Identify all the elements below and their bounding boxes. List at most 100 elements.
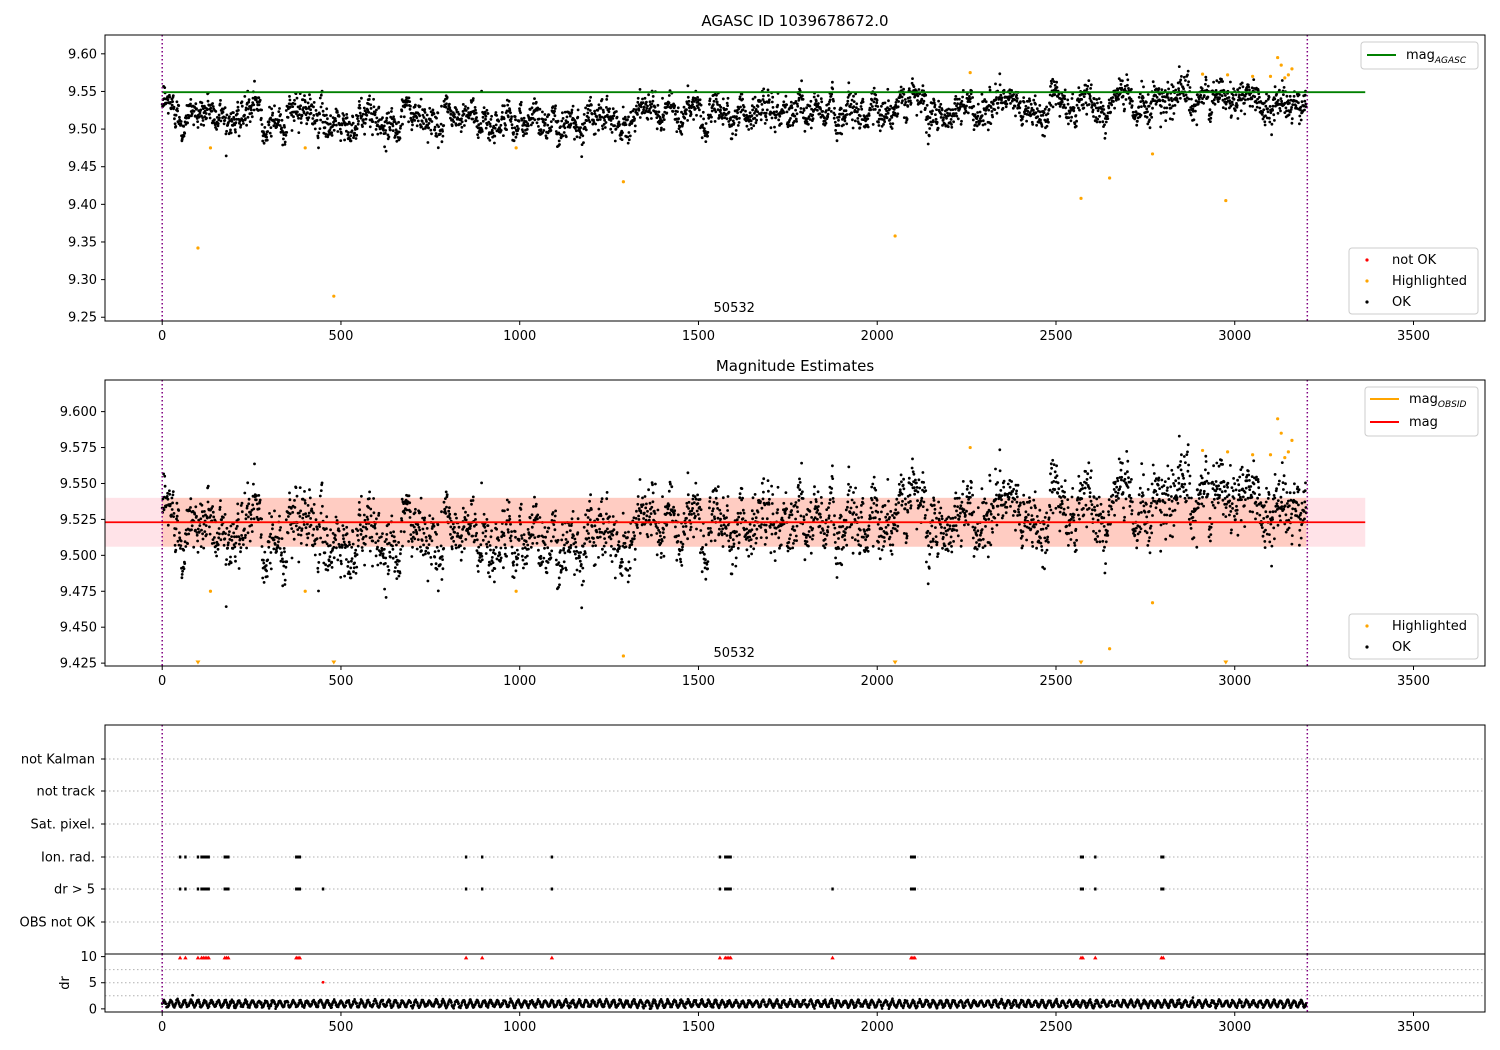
ok-point — [873, 108, 877, 111]
ok-point — [493, 567, 497, 570]
ok-point — [211, 510, 215, 514]
ok-point — [761, 517, 765, 520]
ok-point — [561, 117, 565, 120]
ok-point — [319, 536, 322, 540]
ok-point — [391, 129, 395, 133]
ok-point — [691, 507, 694, 510]
ok-point — [434, 562, 438, 566]
ok-point — [760, 111, 763, 115]
ok-point — [548, 553, 552, 557]
ok-point — [582, 141, 585, 145]
ok-point — [814, 99, 818, 103]
ok-point — [228, 115, 231, 118]
ok-point — [316, 527, 319, 531]
ok-point — [676, 513, 680, 517]
ok-point — [1095, 98, 1099, 101]
ok-point — [488, 122, 492, 126]
ok-point — [556, 119, 560, 123]
ok-point — [759, 526, 763, 529]
ok-point — [247, 497, 251, 501]
ok-point — [471, 534, 474, 538]
ok-point — [220, 518, 224, 522]
highlighted-point — [514, 146, 518, 150]
ok-point — [635, 104, 638, 108]
ok-point — [514, 535, 517, 539]
ok-point — [319, 105, 323, 109]
ok-point — [613, 547, 616, 551]
ok-point — [277, 537, 281, 540]
ok-point — [1288, 101, 1291, 105]
ok-point — [317, 131, 321, 135]
ok-point — [899, 85, 903, 89]
ok-point — [329, 114, 332, 118]
ok-point — [307, 532, 311, 535]
ok-point — [859, 122, 862, 126]
p1-ytick-label: 9.30 — [68, 273, 97, 288]
ok-point — [223, 119, 227, 122]
ok-point — [902, 87, 905, 91]
ok-point — [715, 93, 718, 97]
ok-point — [1184, 93, 1188, 97]
ok-point — [651, 483, 654, 487]
ok-point — [1027, 106, 1030, 110]
ok-point — [356, 534, 359, 537]
ok-point — [683, 533, 687, 536]
ok-point — [201, 532, 205, 536]
p1-xtick-label: 1000 — [503, 329, 536, 344]
ok-point — [909, 101, 913, 105]
ok-point — [704, 577, 708, 581]
ok-point — [1098, 120, 1102, 124]
ok-point — [826, 112, 830, 116]
ok-point — [685, 516, 688, 520]
ok-point — [384, 596, 388, 599]
ok-point — [770, 100, 774, 104]
ok-point — [1273, 85, 1277, 89]
ok-point — [730, 572, 734, 576]
ok-point — [937, 99, 940, 103]
ok-point — [1072, 109, 1076, 113]
ok-point — [883, 120, 886, 124]
ok-point — [1074, 114, 1078, 117]
ok-point — [565, 115, 569, 119]
ok-point — [816, 108, 819, 112]
ok-point — [888, 122, 892, 125]
ok-point — [244, 517, 248, 521]
ok-point — [392, 530, 395, 534]
ok-point — [441, 567, 445, 571]
ok-point — [1158, 92, 1161, 96]
ok-point — [760, 506, 764, 510]
ok-point — [785, 103, 788, 107]
ok-point — [326, 135, 330, 139]
ok-point — [1282, 86, 1286, 89]
ok-point — [288, 498, 292, 502]
ok-point — [1270, 133, 1273, 137]
ok-point — [262, 561, 266, 565]
ok-point — [257, 494, 261, 497]
ok-point — [218, 102, 222, 106]
ok-point — [1212, 80, 1215, 84]
ok-point — [278, 528, 282, 532]
ok-point — [515, 563, 519, 567]
ok-point — [1192, 118, 1196, 122]
ok-point — [1130, 87, 1133, 91]
ok-point — [303, 94, 306, 97]
ok-point — [216, 124, 220, 128]
ok-point — [422, 543, 425, 547]
ok-point — [734, 556, 738, 560]
ok-point — [281, 560, 285, 564]
ok-point — [371, 133, 374, 137]
ok-point — [415, 116, 419, 120]
ok-point — [770, 532, 774, 536]
ok-point — [304, 512, 307, 516]
ok-point — [484, 552, 488, 555]
p1-ytick-label: 9.35 — [68, 235, 97, 250]
ok-point — [794, 108, 797, 112]
ok-point — [392, 118, 396, 121]
ok-point — [311, 117, 315, 120]
ok-point — [350, 559, 353, 563]
ok-point — [393, 120, 397, 124]
ok-point — [763, 543, 767, 546]
ok-point — [767, 94, 770, 97]
ok-point — [575, 135, 579, 139]
ok-point — [839, 107, 843, 111]
